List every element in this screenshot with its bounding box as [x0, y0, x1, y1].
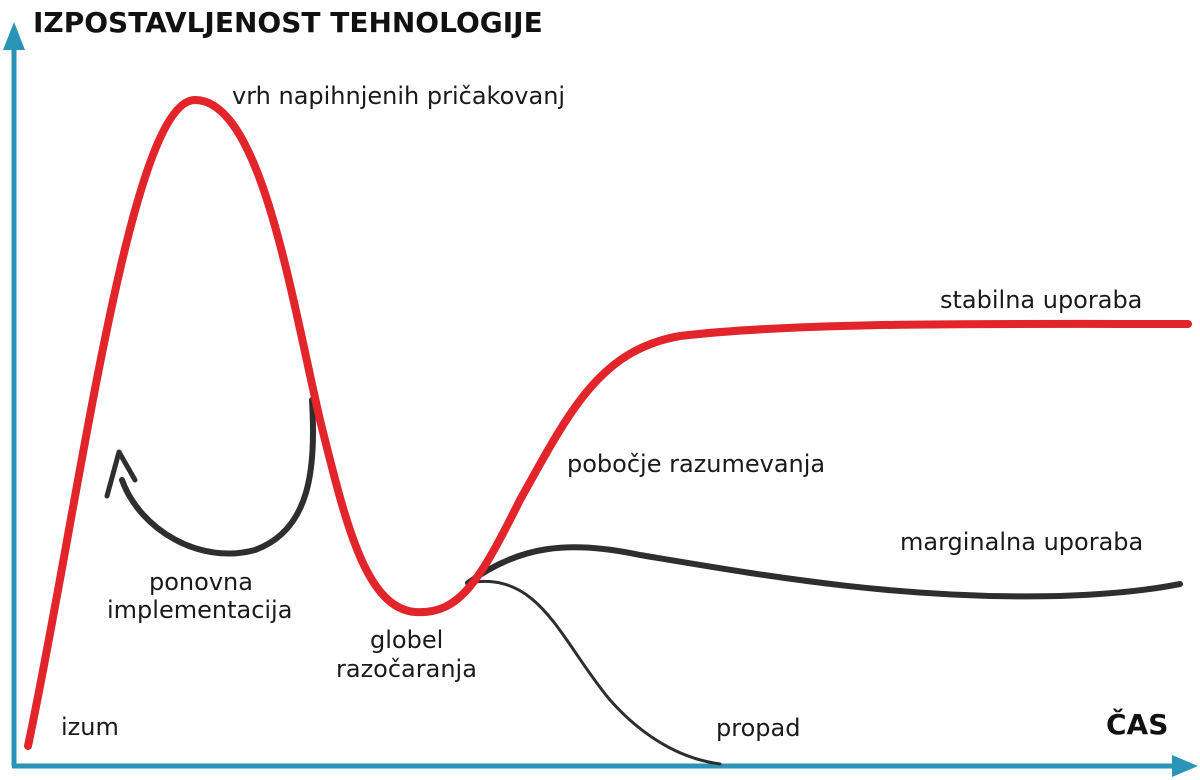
label-marginal: marginalna uporaba	[900, 528, 1143, 556]
marginal-use-curve	[465, 544, 1183, 600]
label-trough-line1: globel	[370, 626, 443, 654]
reimplementation-arrowhead	[104, 449, 138, 499]
y-axis-title: IZPOSTAVLJENOST TEHNOLOGIJE	[33, 6, 543, 39]
x-axis-title: ČAS	[1106, 707, 1168, 741]
label-slope: pobočje razumevanja	[567, 450, 825, 478]
reimplementation-curve	[119, 397, 316, 557]
label-plateau: stabilna uporaba	[940, 286, 1142, 314]
axes	[3, 22, 1198, 777]
label-peak: vrh napihnjenih pričakovanj	[232, 82, 565, 110]
label-reimplementation-line1: ponovna	[149, 568, 253, 596]
label-trigger: izum	[61, 713, 119, 741]
label-trough-line2: razočaranja	[336, 655, 477, 683]
y-axis-arrowhead	[3, 22, 25, 50]
x-axis-arrowhead	[1172, 755, 1198, 777]
label-decline: propad	[716, 714, 800, 742]
label-reimplementation-line2: implementacija	[107, 596, 292, 624]
decline-curve	[466, 579, 722, 766]
main-hype-curve	[24, 96, 1192, 750]
